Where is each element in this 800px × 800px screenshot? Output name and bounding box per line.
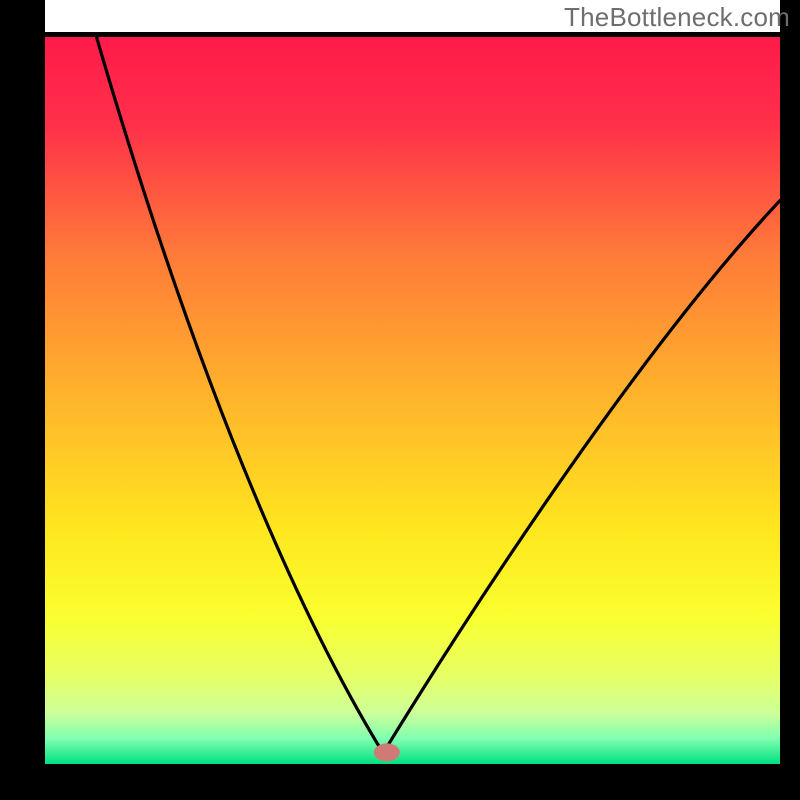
chart-frame: TheBottleneck.com xyxy=(0,0,800,800)
border-bottom xyxy=(0,764,800,800)
plot-area xyxy=(45,37,780,764)
border-right xyxy=(780,0,800,800)
watermark-text: TheBottleneck.com xyxy=(564,2,790,33)
bottleneck-curve xyxy=(45,37,780,764)
minimum-marker xyxy=(374,743,400,761)
border-left xyxy=(0,0,45,800)
